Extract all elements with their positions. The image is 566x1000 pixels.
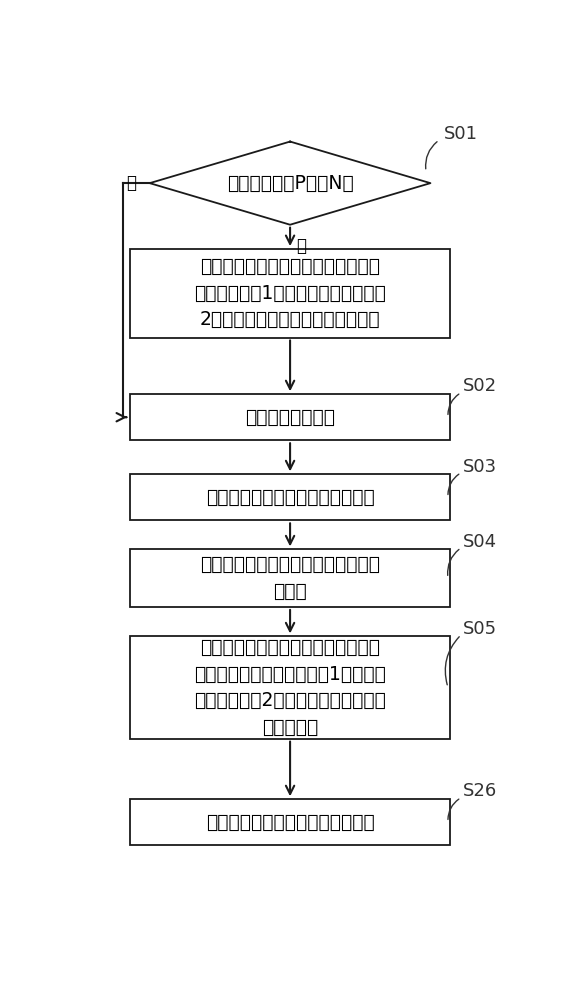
Text: S26: S26 — [464, 782, 498, 800]
Text: 将当前油门开度对应扭矩对应的期望
压力、离合器1的期望压力、和离合器
2的期望压力中的最大值作为主油压: 将当前油门开度对应扭矩对应的期望 压力、离合器1的期望压力、和离合器 2的期望压… — [194, 257, 386, 329]
Text: S05: S05 — [464, 620, 498, 638]
Text: 是: 是 — [297, 237, 307, 255]
Text: S02: S02 — [464, 377, 498, 395]
Bar — [130, 636, 450, 739]
Text: 设定主油压的最小值为第一标定值: 设定主油压的最小值为第一标定值 — [205, 813, 375, 832]
Bar — [130, 394, 450, 440]
Text: S01: S01 — [444, 125, 478, 143]
Text: 根据当前整车工况获取备选主油压: 根据当前整车工况获取备选主油压 — [205, 488, 375, 507]
Bar — [130, 799, 450, 845]
Text: 换挡手柄位于P挡或N挡: 换挡手柄位于P挡或N挡 — [227, 174, 353, 193]
Polygon shape — [149, 142, 431, 225]
Text: S04: S04 — [464, 533, 498, 551]
Bar — [130, 549, 450, 607]
Text: 否: 否 — [127, 174, 136, 192]
Bar — [130, 474, 450, 520]
Text: 获取当前整车工况: 获取当前整车工况 — [245, 408, 335, 427]
Bar — [130, 249, 450, 338]
Text: S03: S03 — [464, 458, 498, 476]
Text: 获取当前油门开度对应扭矩对应的期
望压力: 获取当前油门开度对应扭矩对应的期 望压力 — [200, 555, 380, 601]
Text: 将备选主油压、当前油门开度对应扭
矩对应的期望压力、离合器1的期望压
力、和离合器2的期望压力中的最大值
作为主油压: 将备选主油压、当前油门开度对应扭 矩对应的期望压力、离合器1的期望压 力、和离合… — [194, 638, 386, 737]
